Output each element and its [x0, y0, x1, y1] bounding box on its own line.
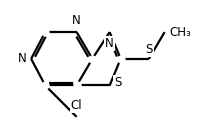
- Text: CH₃: CH₃: [169, 26, 191, 39]
- Text: N: N: [18, 52, 26, 65]
- Text: S: S: [114, 76, 122, 89]
- Text: S: S: [145, 43, 153, 56]
- Text: Cl: Cl: [71, 99, 82, 112]
- Text: N: N: [105, 37, 114, 50]
- Text: N: N: [72, 14, 81, 27]
